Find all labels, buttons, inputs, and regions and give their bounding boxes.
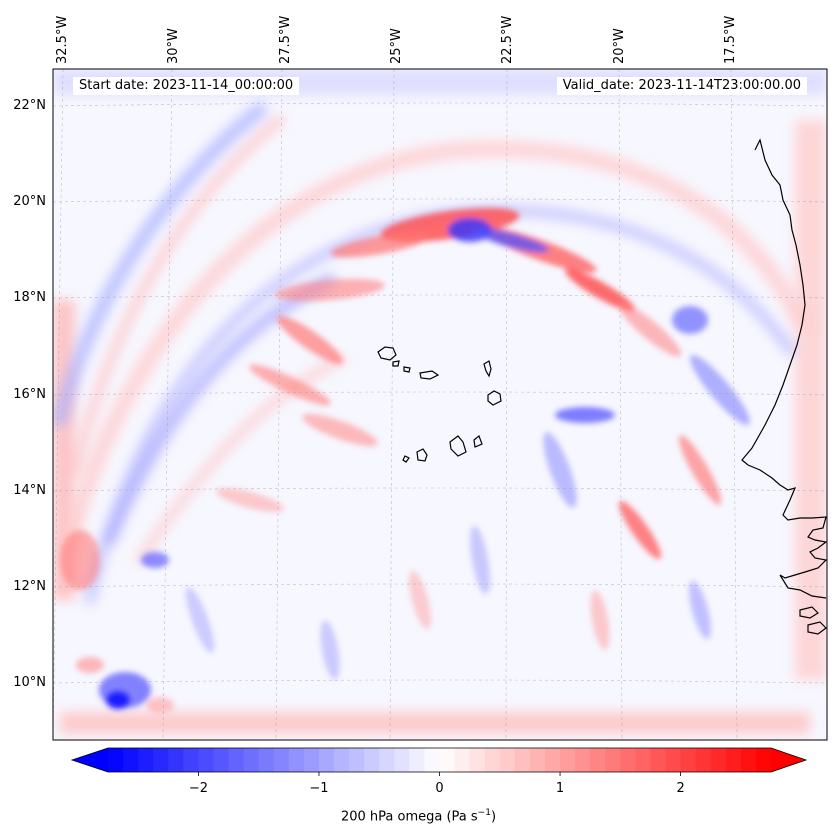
colorbar-segment [680,748,697,772]
colorbar-segment [258,748,275,772]
colorbar-segment [635,748,652,772]
colorbar-outline [70,747,808,773]
colorbar-segment [544,748,561,772]
colorbar-segment [469,748,486,772]
colorbar-segment [620,748,636,772]
colorbar-segment [228,748,245,772]
colorbar-segment [334,748,350,772]
colorbar-segment [183,748,200,772]
colorbar-segment [740,748,757,772]
colorbar-extend-high [771,748,806,772]
african-coastline [741,138,827,599]
lat-label: 16°N [13,386,46,402]
colorbar-segment [575,748,591,772]
lat-label: 18°N [13,290,46,306]
lon-label: 25°W [389,28,404,64]
colorbar-segment [665,748,682,772]
colorbar-tick-label: −1 [309,781,329,796]
lat-label: 10°N [13,675,46,690]
colorbar-segment [108,748,124,772]
lat-label: 22°N [13,98,46,113]
colorbar-label-exponent: −1 [477,808,491,818]
colorbar-segment [288,748,305,772]
colorbar-label-text: 200 hPa omega (Pa s [340,809,478,825]
colorbar-segment [590,748,606,772]
colorbar-tick-label: 2 [676,781,685,796]
colorbar-segment [364,748,380,772]
colorbar-segment [409,748,426,772]
lon-label: 32.5°W [55,15,70,64]
omega-field [53,69,827,740]
lon-label: 27.5°W [277,15,293,64]
colorbar-segment [725,748,742,772]
colorbar-label: 200 hPa omega (Pa s−1) [0,808,837,824]
lon-label: 20°W [611,28,627,64]
colorbar-segment [394,748,410,772]
lat-label: 20°N [13,194,46,210]
start-date-label: Start date: 2023-11-14_00:00:00 [73,77,300,95]
colorbar-segment [123,748,139,772]
colorbar-segment [454,748,471,772]
colorbar-segment [153,748,169,772]
lat-label: 12°N [13,578,46,594]
lon-label: 30°W [166,28,182,64]
colorbar-segment [424,748,441,772]
colorbar-segment [168,748,184,772]
colorbar-segment [303,748,320,772]
colorbar-segment [710,748,727,772]
colorbar-segment [138,748,154,772]
colorbar-segment [560,748,576,772]
colorbar-segment [379,748,395,772]
colorbar-segment [484,748,501,772]
colorbar-segment [529,748,546,772]
lat-label: 14°N [13,482,46,498]
colorbar-tick-label: 0 [435,781,444,796]
lon-label: 22.5°W [500,15,516,64]
colorbar-segment [318,748,335,772]
valid-date-label: Valid_date: 2023-11-14T23:00:00.00 [556,77,807,95]
coast-islets [799,606,827,635]
colorbar-segment [499,748,516,772]
colorbar-segment [273,748,290,772]
colorbar-segment [243,748,260,772]
colorbar-extend-low [72,748,108,772]
colorbar [70,747,808,776]
map-frame [52,68,828,741]
colorbar-tick-label: 1 [555,781,565,796]
cape-verde-islands [377,346,502,463]
gridlines [53,69,827,740]
colorbar-segment [514,748,531,772]
colorbar-segment [439,748,456,772]
colorbar-tick-label: −2 [188,781,208,796]
colorbar-segment [695,748,712,772]
colorbar-segment [755,748,772,772]
colorbar-label-end: ) [490,809,497,825]
colorbar-segment [605,748,621,772]
colorbar-segment [349,748,365,772]
colorbar-segment [213,748,230,772]
colorbar-segment [650,748,667,772]
lon-label: 17.5°W [723,15,738,64]
colorbar-segment [198,748,215,772]
